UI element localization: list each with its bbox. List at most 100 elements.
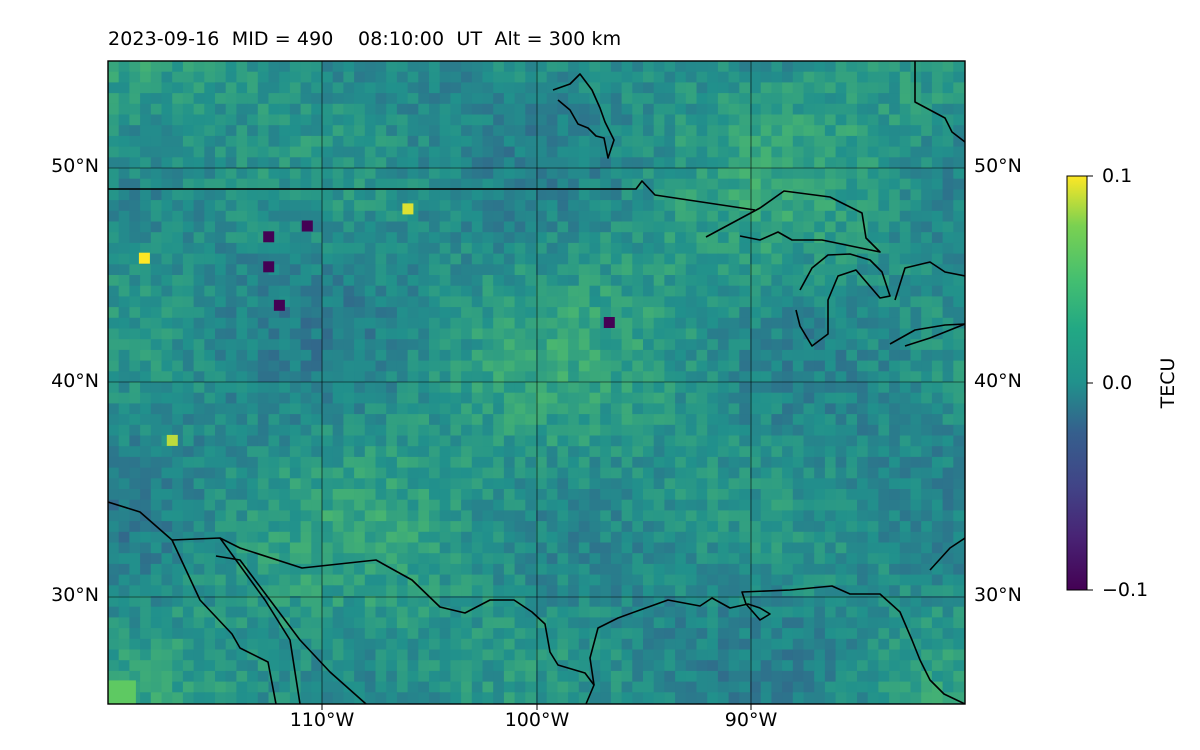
tec-cell xyxy=(899,638,912,651)
tec-cell xyxy=(546,553,558,565)
tec-cell xyxy=(161,574,173,586)
tec-cell xyxy=(332,574,344,586)
tec-cell xyxy=(193,542,205,554)
tec-cell xyxy=(685,617,698,629)
tec-cell xyxy=(653,210,665,223)
tec-cell xyxy=(878,478,890,490)
tec-cell xyxy=(300,467,312,479)
tec-cell xyxy=(846,317,858,330)
tec-cell xyxy=(150,563,163,576)
tec-cell xyxy=(782,542,794,554)
tec-cell xyxy=(161,382,173,394)
tec-cell xyxy=(279,382,291,394)
tec-cell xyxy=(750,253,762,265)
tec-cell xyxy=(268,660,280,672)
tec-cell xyxy=(461,478,473,490)
tec-cell xyxy=(503,221,516,233)
tec-cell xyxy=(803,317,815,330)
tec-cell xyxy=(824,392,837,404)
tec-cell xyxy=(782,670,794,683)
tec-cell xyxy=(536,435,548,447)
tec-cell xyxy=(664,82,676,94)
tec-cell xyxy=(643,670,655,683)
tec-cell xyxy=(568,670,580,683)
tec-cell xyxy=(717,596,730,608)
tec-cell xyxy=(621,360,633,372)
tec-cell xyxy=(482,232,494,244)
tec-cell xyxy=(707,168,719,180)
tec-cell xyxy=(150,61,163,73)
tec-cell xyxy=(953,232,965,244)
tec-cell xyxy=(514,446,526,458)
tec-cell xyxy=(589,200,601,212)
tec-cell xyxy=(354,382,366,394)
tec-cell xyxy=(899,242,912,255)
hudson-bay-islands xyxy=(552,73,615,159)
tec-cell xyxy=(525,285,537,297)
tec-cell xyxy=(600,660,612,672)
tec-cell xyxy=(942,253,954,265)
tec-cell xyxy=(857,585,869,597)
tec-cell xyxy=(300,489,312,501)
tec-cell xyxy=(557,275,569,287)
tec-cell xyxy=(503,264,516,276)
tec-cell xyxy=(150,489,163,501)
tec-cell xyxy=(782,446,794,458)
tec-cell xyxy=(942,349,954,362)
tec-cell xyxy=(268,307,280,319)
tec-cell xyxy=(289,71,302,83)
tec-cell xyxy=(685,71,698,83)
tec-cell xyxy=(118,71,130,83)
tec-cell xyxy=(610,146,623,158)
tec-cell xyxy=(814,606,826,618)
tec-cell xyxy=(525,71,537,83)
tec-cell xyxy=(675,563,687,576)
tec-cell xyxy=(354,253,366,265)
tec-cell xyxy=(429,692,441,704)
tec-cell xyxy=(867,670,879,683)
tec-cell xyxy=(247,670,259,683)
tec-cell xyxy=(471,435,484,447)
tec-cell xyxy=(525,82,537,94)
tec-cell xyxy=(782,456,794,469)
tec-cell xyxy=(653,392,665,404)
tec-cell xyxy=(289,317,302,330)
tec-cell xyxy=(568,382,580,394)
tec-cell xyxy=(750,146,762,158)
tec-cell xyxy=(717,125,730,137)
tec-cell xyxy=(503,563,516,576)
tec-cell xyxy=(621,285,633,297)
tec-cell xyxy=(546,349,558,362)
tec-cell xyxy=(429,275,441,287)
tec-cell xyxy=(172,242,184,255)
tec-cell xyxy=(215,499,227,511)
tec-cell xyxy=(867,253,879,265)
tec-cell xyxy=(375,103,387,116)
tec-cell xyxy=(953,210,965,223)
tec-cell xyxy=(942,692,954,704)
tec-cell xyxy=(439,596,451,608)
tec-cell xyxy=(193,178,205,190)
tec-cell xyxy=(878,157,890,169)
tec-cell xyxy=(750,157,762,169)
colorbar-tick-min: −0.1 xyxy=(1102,579,1149,601)
tec-cell xyxy=(835,638,847,651)
tec-cell xyxy=(621,146,633,158)
tec-cell xyxy=(439,435,451,447)
tec-cell xyxy=(653,146,665,158)
tec-cell xyxy=(172,606,184,618)
tec-cell xyxy=(867,371,879,383)
tec-cell xyxy=(739,574,751,586)
tec-cell xyxy=(150,638,163,651)
tec-cell xyxy=(953,617,965,629)
tec-cell xyxy=(204,264,216,276)
tec-cell xyxy=(161,649,173,661)
tec-cell xyxy=(675,285,687,297)
tec-cell xyxy=(728,585,740,597)
tec-cell xyxy=(675,178,687,190)
tec-cell xyxy=(760,242,772,255)
tec-cell xyxy=(953,585,965,597)
tec-cell xyxy=(696,542,708,554)
tec-cell xyxy=(707,403,719,415)
tec-cell xyxy=(653,660,665,672)
